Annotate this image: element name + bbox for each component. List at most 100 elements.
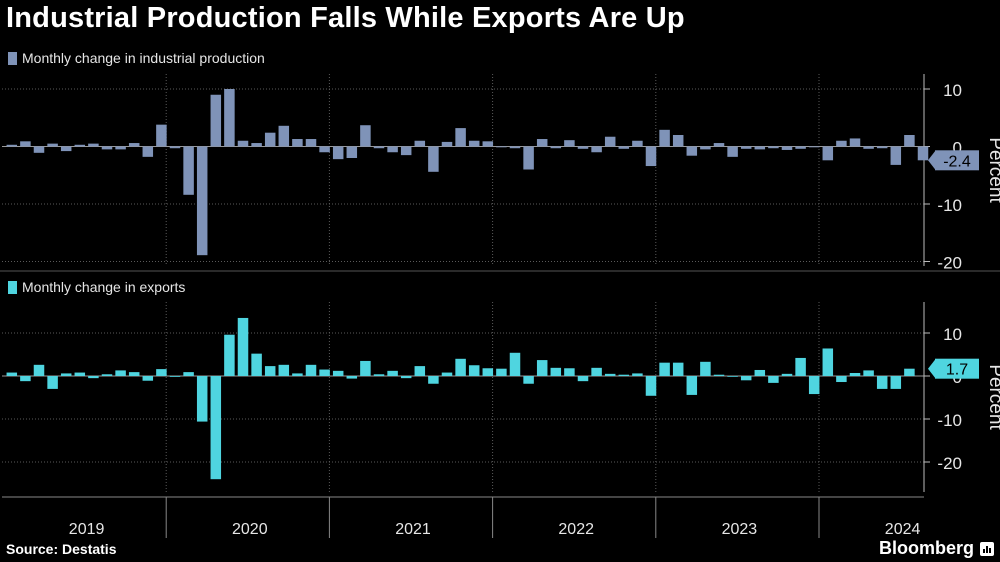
bar-exports — [672, 362, 684, 376]
bar-production — [183, 146, 194, 195]
last-value-pointer — [928, 151, 935, 170]
bar-exports — [740, 376, 752, 381]
legend-swatch-production — [8, 51, 17, 65]
bar-exports — [849, 372, 861, 376]
bar-exports — [360, 360, 371, 376]
bar-exports — [210, 376, 222, 480]
y-tick-label: 10 — [943, 325, 962, 344]
bar-production — [577, 146, 589, 149]
bar-production — [795, 146, 806, 149]
last-value-box — [935, 358, 979, 379]
bar-exports — [47, 376, 58, 389]
bar-production — [700, 146, 711, 150]
bar-exports — [509, 352, 521, 376]
bar-production — [278, 125, 290, 147]
bar-production — [387, 146, 398, 153]
bar-production — [264, 132, 276, 147]
bar-exports — [373, 374, 385, 376]
bar-exports — [441, 372, 453, 376]
bar-production — [33, 146, 45, 153]
x-tick-label: 2023 — [722, 521, 758, 538]
bar-production — [88, 143, 99, 147]
bar-exports — [523, 376, 534, 384]
bar-exports — [305, 364, 317, 376]
y-tick-label: -10 — [937, 196, 962, 215]
bar-production — [523, 146, 534, 170]
bar-exports — [400, 376, 412, 379]
bar-production — [564, 140, 575, 147]
bar-production — [482, 141, 494, 147]
bar-production — [6, 144, 18, 147]
x-tick-label: 2019 — [69, 521, 105, 538]
bar-production — [332, 146, 344, 160]
bar-production — [727, 146, 738, 157]
bar-production — [550, 146, 562, 149]
bar-exports — [468, 365, 480, 376]
bar-exports — [332, 370, 344, 376]
bar-exports — [237, 317, 249, 376]
bar-production — [156, 124, 167, 147]
bar-exports — [536, 360, 548, 376]
bar-exports — [319, 369, 330, 376]
bar-exports — [264, 366, 276, 376]
bar-exports — [115, 370, 126, 376]
bar-exports — [904, 368, 915, 376]
bar-production — [740, 146, 752, 149]
bar-production — [414, 140, 426, 147]
x-tick-label: 2024 — [885, 521, 921, 538]
bar-production — [142, 146, 154, 157]
bar-production — [128, 143, 140, 147]
bar-production — [632, 140, 643, 147]
last-value-pointer — [928, 359, 935, 378]
bar-production — [428, 146, 439, 172]
y-axis-title: Percent — [985, 364, 1000, 430]
bar-production — [468, 140, 480, 147]
bar-production — [876, 146, 888, 149]
bar-exports — [863, 370, 874, 376]
bar-production — [645, 146, 657, 167]
bar-production — [672, 135, 684, 147]
bar-exports — [224, 334, 235, 376]
bar-exports — [33, 364, 45, 376]
bar-exports — [591, 367, 602, 376]
bar-production — [74, 144, 86, 147]
bar-production — [618, 146, 630, 149]
legend-label-production: Monthly change in industrial production — [22, 50, 265, 66]
bar-exports — [88, 376, 99, 379]
bar-production — [115, 146, 126, 150]
chart-title: Industrial Production Falls While Export… — [6, 2, 685, 34]
bar-exports — [727, 376, 738, 377]
bar-exports — [482, 368, 494, 376]
y-axis-title: Percent — [985, 137, 1000, 203]
bar-exports — [781, 373, 793, 376]
x-tick-label: 2022 — [558, 521, 594, 538]
bar-production — [781, 146, 793, 150]
legend-swatch-exports — [8, 280, 17, 294]
bar-exports — [632, 373, 643, 376]
y-tick-label: 0 — [953, 139, 962, 158]
legend-production: Monthly change in industrial production — [8, 50, 265, 66]
bar-production — [604, 136, 616, 147]
bar-production — [101, 146, 113, 150]
bar-exports — [387, 370, 398, 376]
bar-production — [305, 139, 317, 147]
bar-exports — [550, 367, 562, 376]
bar-exports — [713, 374, 725, 376]
bar-exports — [768, 376, 779, 383]
bar-production — [196, 146, 208, 256]
bar-production — [659, 129, 670, 147]
bar-exports — [645, 376, 657, 396]
bar-production — [768, 146, 779, 149]
bar-exports — [74, 372, 86, 376]
x-tick-label: 2021 — [395, 521, 431, 538]
bar-production — [400, 146, 412, 156]
bar-production — [224, 89, 235, 147]
bar-production — [849, 138, 861, 147]
bar-production — [60, 146, 72, 152]
bar-exports — [156, 369, 167, 376]
bar-exports — [414, 366, 426, 376]
bar-exports — [890, 376, 902, 389]
bar-production — [808, 146, 820, 148]
bar-exports — [20, 376, 31, 382]
y-tick-label: -20 — [937, 454, 962, 473]
